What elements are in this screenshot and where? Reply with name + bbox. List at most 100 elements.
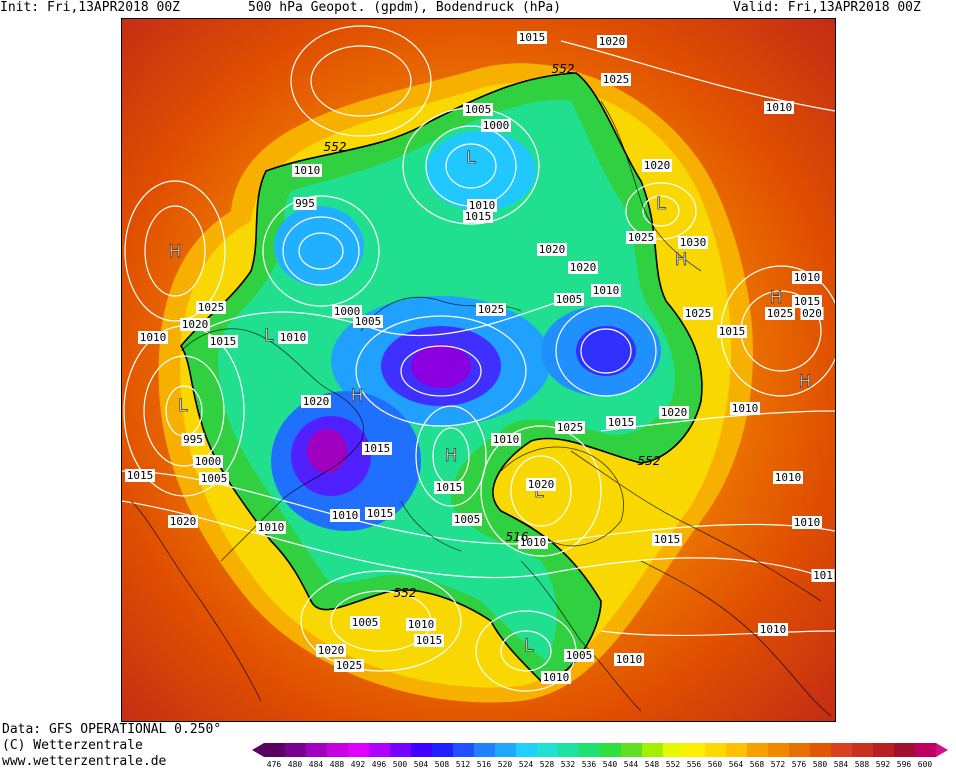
map-title: 500 hPa Geopot. (gpdm), Bodendruck (hPa): [248, 0, 562, 15]
isobar-label: 995: [181, 433, 205, 446]
colorbar-tick-label: 500: [392, 760, 408, 769]
vortex-south-core: [307, 429, 347, 473]
isobar-label: 1010: [292, 164, 322, 177]
colorbar-swatch: [306, 743, 327, 757]
svg-text:1005: 1005: [355, 315, 382, 328]
contour-label: 552: [324, 140, 347, 154]
svg-text:1025: 1025: [557, 421, 584, 434]
svg-text:1020: 1020: [599, 35, 626, 48]
colorbar-tick-label: 516: [476, 760, 492, 769]
isobar-label: 1010: [467, 199, 497, 212]
isobar-label: 1005: [350, 616, 380, 629]
svg-text:1030: 1030: [680, 236, 707, 249]
contour-label: 516: [506, 530, 529, 544]
isobar-label: 1015: [365, 507, 395, 520]
svg-text:1010: 1010: [766, 101, 793, 114]
svg-text:1010: 1010: [593, 284, 620, 297]
svg-text:1000: 1000: [483, 119, 510, 132]
isobar-label: 1010: [773, 471, 803, 484]
svg-text:1015: 1015: [608, 416, 635, 429]
pressure-center-l: L: [264, 326, 274, 346]
colorbar-swatch: [642, 743, 663, 757]
colorbar-swatch: [789, 743, 810, 757]
colorbar-tick-label: 596: [896, 760, 912, 769]
colorbar-swatch: [915, 743, 936, 757]
isobar-label: 1015: [125, 469, 155, 482]
isobar-label: 1015: [434, 481, 464, 494]
svg-text:1005: 1005: [454, 513, 481, 526]
svg-text:1010: 1010: [775, 471, 802, 484]
colorbar-tick-label: 576: [791, 760, 807, 769]
isobar-label: 1010: [518, 536, 548, 549]
svg-text:1020: 1020: [661, 406, 688, 419]
isobar-label: 1010: [256, 521, 286, 534]
svg-text:1015: 1015: [465, 210, 492, 223]
svg-text:1000: 1000: [334, 305, 361, 318]
svg-text:1005: 1005: [465, 103, 492, 116]
isobar-label: 1020: [537, 243, 567, 256]
isobar-label: 1025: [765, 307, 795, 320]
isobar-label: 1005: [463, 103, 493, 116]
colorbar-swatch: [852, 743, 873, 757]
svg-text:1020: 1020: [318, 644, 345, 657]
svg-text:1015: 1015: [719, 325, 746, 338]
svg-text:1005: 1005: [201, 472, 228, 485]
isobar-label: 1020: [659, 406, 689, 419]
svg-text:1015: 1015: [654, 533, 681, 546]
colorbar-swatch: [264, 743, 285, 757]
colorbar-left-arrow: [252, 743, 264, 757]
colorbar-tick-label: 584: [833, 760, 849, 769]
pressure-center-l: L: [534, 482, 544, 502]
isobar-label: 1010: [491, 433, 521, 446]
colorbar-swatch: [600, 743, 621, 757]
colorbar-tick-label: 520: [497, 760, 513, 769]
pressure-center-l: L: [656, 194, 666, 214]
svg-text:101: 101: [813, 569, 833, 582]
svg-text:1010: 1010: [332, 509, 359, 522]
svg-text:1010: 1010: [280, 331, 307, 344]
colorbar-swatch: [558, 743, 579, 757]
svg-text:1010: 1010: [794, 516, 821, 529]
colorbar-tick-label: 476: [266, 760, 282, 769]
isobar-label: 1020: [316, 644, 346, 657]
valid-time: Valid: Fri,13APR2018 00Z: [733, 0, 921, 15]
isobar-label: 1010: [758, 623, 788, 636]
colorbar-swatch: [684, 743, 705, 757]
svg-text:1015: 1015: [416, 634, 443, 647]
colorbar-tick-label: 600: [917, 760, 933, 769]
svg-text:1005: 1005: [566, 649, 593, 662]
colorbar-swatch: [390, 743, 411, 757]
colorbar-swatch: [285, 743, 306, 757]
svg-text:1015: 1015: [367, 507, 394, 520]
colorbar-swatch: [873, 743, 894, 757]
svg-text:1025: 1025: [336, 659, 363, 672]
isobar-label: 995: [293, 197, 317, 210]
svg-text:1025: 1025: [628, 231, 655, 244]
svg-text:1015: 1015: [210, 335, 237, 348]
colorbar-tick-label: 572: [770, 760, 786, 769]
isobar-label: 1020: [642, 159, 672, 172]
svg-text:1010: 1010: [493, 433, 520, 446]
isobar-label: 1015: [517, 31, 547, 44]
colorbar-swatch: [369, 743, 390, 757]
svg-text:1010: 1010: [616, 653, 643, 666]
colorbar-swatch: [621, 743, 642, 757]
svg-text:1020: 1020: [170, 515, 197, 528]
colorbar-swatch: [537, 743, 558, 757]
svg-text:1010: 1010: [543, 671, 570, 684]
isobar-label: 1000: [332, 305, 362, 318]
isobar-label: 1005: [199, 472, 229, 485]
colorbar-tick-label: 496: [371, 760, 387, 769]
isobar-label: 1005: [554, 293, 584, 306]
svg-text:995: 995: [295, 197, 315, 210]
pressure-center-h: H: [351, 386, 364, 406]
isobar-label: 1010: [138, 331, 168, 344]
isobar-label: 1015: [606, 416, 636, 429]
coastlines: [130, 100, 832, 717]
colorbar-swatch: [453, 743, 474, 757]
isobar-label: 1010: [764, 101, 794, 114]
colorbar-swatch: [411, 743, 432, 757]
svg-text:1025: 1025: [685, 307, 712, 320]
vortex-east-mid: [576, 326, 636, 376]
